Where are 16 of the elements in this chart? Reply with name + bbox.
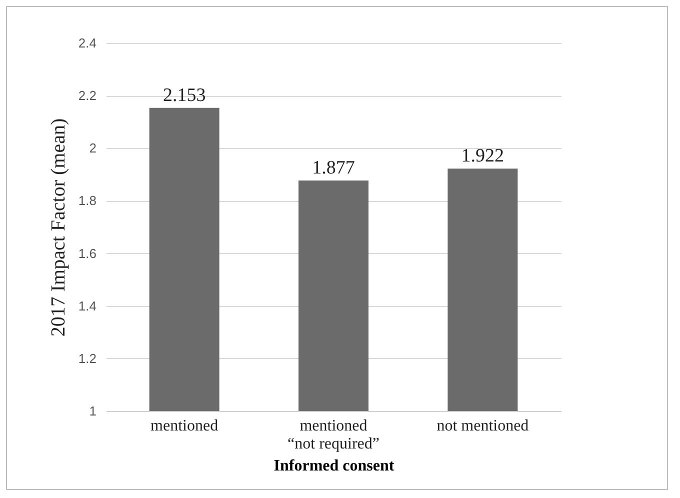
data-label: 1.922 [461,146,504,167]
x-tick-label: mentioned “not required” [288,418,380,452]
y-tick-label: 1 [89,404,96,418]
y-tick-label: 1.4 [78,298,96,314]
y-axis-title: 2017 Impact Factor (mean) [47,118,70,337]
y-tick-label: 2 [89,140,96,156]
y-tick-label: 2.4 [78,36,96,50]
y-tick-label: 1.8 [78,193,96,208]
data-label: 1.877 [312,157,355,178]
x-tick-label: not mentioned [436,418,529,434]
y-tick-label: 1.6 [78,246,96,261]
data-label: 2.153 [162,84,206,106]
y-tick-label: 2.2 [78,88,96,104]
x-axis-title: Informed consent [274,458,395,474]
x-tick-label: mentioned [150,418,218,434]
y-tick-label: 1.2 [78,350,96,366]
